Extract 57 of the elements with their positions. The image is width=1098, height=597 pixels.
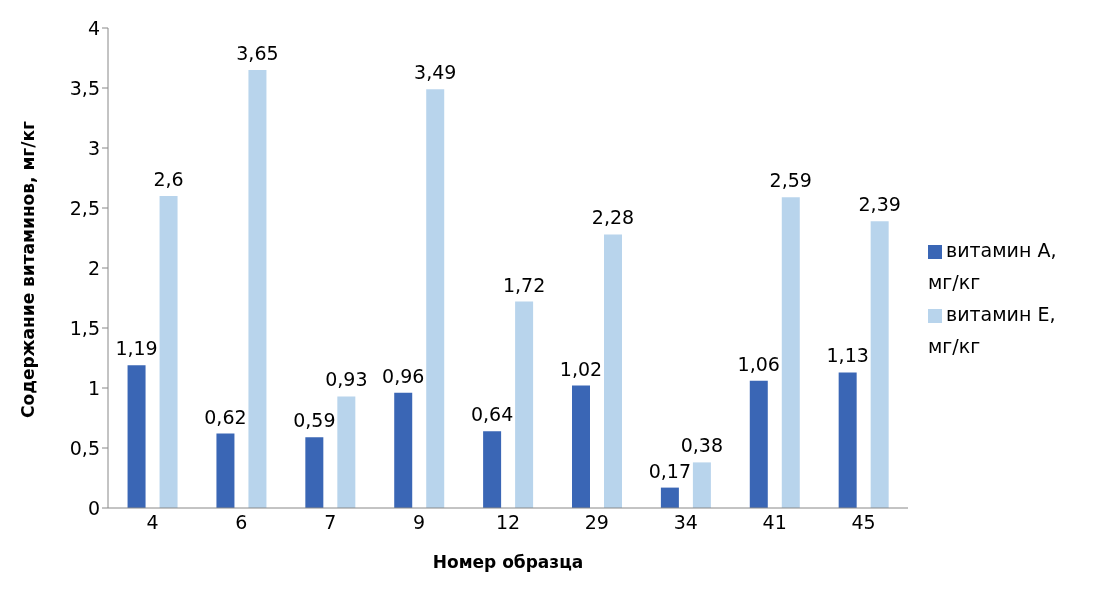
bar: [305, 437, 324, 508]
y-tick-label: 3,5: [69, 76, 100, 99]
data-label: 1,72: [502, 273, 546, 296]
bar: [572, 385, 590, 508]
data-label: 2,6: [153, 168, 184, 190]
x-tick-label: 34: [673, 511, 698, 534]
x-tick-label: 29: [584, 511, 609, 534]
bar: [604, 234, 622, 508]
y-tick-label: 1,5: [69, 316, 100, 339]
data-label: 0,96: [382, 364, 425, 387]
legend-label: витамин Е, мг/кг: [928, 303, 1056, 357]
y-axis-title: Содержание витаминов, мг/кг: [18, 121, 39, 418]
data-label: 2,59: [769, 169, 812, 192]
bar: [216, 433, 235, 508]
bar: [692, 462, 711, 508]
bar: [870, 221, 889, 508]
x-tick-label: 6: [235, 511, 248, 534]
bar: [394, 392, 413, 508]
bar: [127, 365, 146, 508]
bar: [838, 372, 857, 508]
y-tick-label: 1: [87, 376, 100, 399]
bar: [248, 70, 267, 508]
x-tick-label: 12: [495, 511, 521, 534]
x-tick-label: 41: [762, 511, 787, 534]
bar: [749, 380, 768, 508]
y-tick-label: 0,5: [69, 436, 100, 459]
y-tick-label: 2,5: [69, 196, 100, 219]
data-label: 0,17: [648, 459, 692, 482]
bar: [781, 197, 800, 508]
data-label: 1,06: [737, 352, 780, 375]
bar: [426, 89, 445, 508]
data-label: 1,19: [115, 337, 158, 360]
y-tick-label: 4: [87, 16, 100, 39]
data-label: 2,39: [858, 193, 901, 216]
data-label: 3,49: [414, 61, 457, 84]
y-tick-label: 2: [87, 256, 100, 279]
y-tick-label: 0: [87, 496, 100, 519]
y-tick-label: 3: [87, 136, 100, 159]
data-label: 0,59: [293, 409, 336, 432]
data-label: 0,62: [204, 405, 247, 428]
data-label: 0,64: [470, 403, 514, 426]
bar: [660, 487, 679, 508]
data-label: 1,13: [826, 344, 869, 367]
bar: [159, 196, 178, 508]
data-label: 3,65: [236, 42, 279, 64]
x-tick-label: 7: [324, 511, 337, 534]
x-tick-label: 4: [146, 511, 159, 534]
bar: [515, 301, 534, 508]
x-tick-label: 45: [851, 511, 876, 534]
data-label: 2,28: [591, 206, 635, 229]
data-label: 0,38: [680, 434, 724, 457]
bar: [337, 396, 356, 508]
x-axis-title: Номер образца: [432, 552, 584, 572]
x-tick-label: 9: [413, 511, 426, 534]
data-label: 0,93: [325, 368, 368, 391]
bar: [483, 431, 502, 508]
data-label: 1,02: [559, 357, 603, 380]
